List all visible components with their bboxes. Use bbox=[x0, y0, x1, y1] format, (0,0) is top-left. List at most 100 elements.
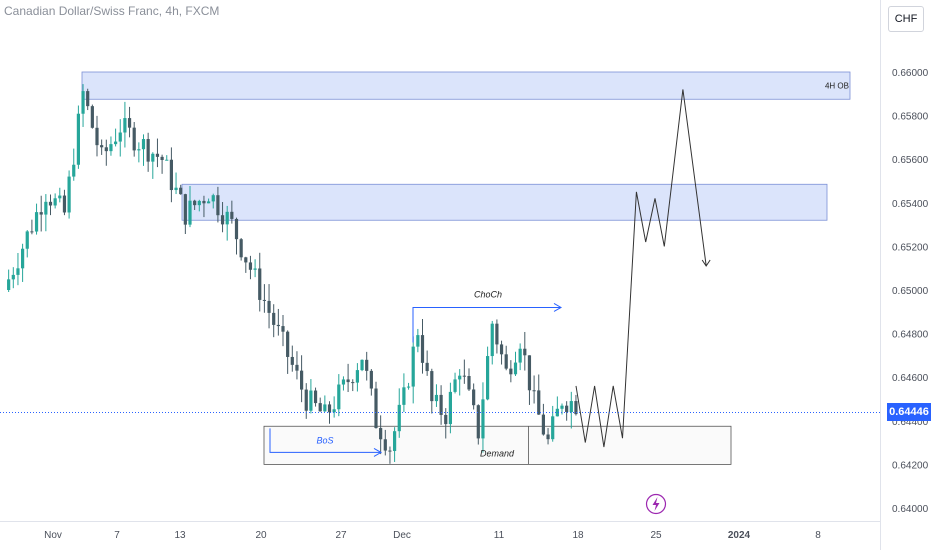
candle-body bbox=[323, 404, 327, 412]
candle-body bbox=[490, 323, 494, 357]
candle-body bbox=[439, 394, 443, 415]
candle-body bbox=[21, 248, 25, 269]
candle-body bbox=[574, 401, 578, 415]
candle-body bbox=[114, 141, 118, 145]
candle-body bbox=[290, 356, 294, 365]
y-tick-label: 0.65200 bbox=[892, 242, 929, 253]
candle-body bbox=[276, 324, 280, 327]
candle-body bbox=[30, 231, 34, 233]
candle-body bbox=[104, 147, 108, 152]
y-tick-label: 0.66000 bbox=[892, 68, 929, 79]
y-tick-label: 0.65400 bbox=[892, 199, 929, 210]
candle-body bbox=[504, 354, 508, 369]
candle-body bbox=[244, 257, 248, 263]
candle-body bbox=[379, 428, 383, 440]
candle-body bbox=[100, 145, 104, 148]
candle-body bbox=[230, 211, 234, 219]
candle-body bbox=[239, 239, 243, 258]
candle-body bbox=[193, 200, 197, 206]
candle-body bbox=[499, 344, 504, 355]
candle-body bbox=[253, 268, 257, 270]
candle-body bbox=[295, 364, 299, 371]
supply-demand-zone bbox=[81, 71, 851, 100]
candle-body bbox=[355, 370, 359, 383]
candle-body bbox=[211, 195, 215, 202]
candle-body bbox=[207, 201, 211, 204]
candle-body bbox=[16, 268, 20, 275]
event-icon[interactable] bbox=[645, 493, 667, 515]
candle-body bbox=[72, 164, 76, 177]
candle-body bbox=[234, 218, 239, 240]
candle-body bbox=[560, 405, 564, 409]
x-tick-label: Nov bbox=[44, 530, 62, 541]
candle-body bbox=[383, 439, 387, 451]
candle-body bbox=[220, 215, 225, 225]
candle-body bbox=[174, 187, 178, 191]
candle-body bbox=[467, 376, 471, 390]
candle-body bbox=[393, 431, 397, 452]
candle-body bbox=[183, 194, 187, 225]
candle-body bbox=[95, 127, 99, 146]
candle-body bbox=[337, 384, 341, 410]
candle-body bbox=[123, 118, 127, 133]
candle-body bbox=[551, 416, 555, 440]
y-tick-label: 0.65000 bbox=[892, 286, 929, 297]
candle-body bbox=[165, 159, 169, 161]
candle-body bbox=[39, 212, 43, 215]
candle-body bbox=[281, 326, 285, 332]
candle-body bbox=[25, 231, 29, 249]
candle-body bbox=[374, 388, 378, 429]
candle-body bbox=[267, 300, 271, 313]
candle-body bbox=[388, 450, 392, 452]
candle-body bbox=[7, 279, 11, 290]
candle-body bbox=[509, 368, 513, 375]
candle-body bbox=[62, 195, 67, 213]
x-tick-label: 13 bbox=[174, 530, 186, 541]
candle-body bbox=[555, 408, 559, 417]
candle-body bbox=[48, 201, 53, 206]
candle-body bbox=[332, 409, 336, 413]
candle-body bbox=[169, 159, 173, 191]
candle-body bbox=[286, 331, 290, 357]
y-tick-label: 0.65600 bbox=[892, 155, 929, 166]
ob-zone-label: 4H OB bbox=[825, 82, 849, 91]
chart-title: Canadian Dollar/Swiss Franc, 4h, FXCM bbox=[4, 4, 220, 18]
y-tick-label: 0.64400 bbox=[892, 417, 929, 428]
candle-body bbox=[67, 176, 71, 213]
y-tick-label: 0.64000 bbox=[892, 504, 929, 515]
candle-body bbox=[444, 414, 448, 425]
currency-button[interactable]: CHF bbox=[888, 6, 924, 32]
supply-demand-zone bbox=[181, 183, 828, 221]
candle-body bbox=[360, 359, 364, 371]
candle-body bbox=[146, 139, 150, 162]
candle-body bbox=[462, 375, 466, 377]
candle-body bbox=[155, 153, 160, 157]
candle-body bbox=[481, 399, 485, 439]
projection-path bbox=[575, 89, 707, 448]
candle-body bbox=[151, 153, 155, 162]
candle-body bbox=[202, 200, 206, 204]
candle-body bbox=[179, 187, 183, 195]
candle-body bbox=[346, 379, 350, 383]
candle-body bbox=[76, 113, 80, 165]
candle-body bbox=[53, 198, 57, 206]
candle-body bbox=[486, 356, 490, 400]
bos-label: BoS bbox=[316, 435, 333, 445]
candle-body bbox=[537, 390, 541, 415]
candle-body bbox=[411, 346, 415, 387]
candle-body bbox=[86, 91, 90, 107]
candle-body bbox=[434, 394, 439, 402]
candle-body bbox=[341, 379, 346, 385]
candle-body bbox=[402, 387, 406, 405]
candle-body bbox=[160, 156, 164, 161]
bos-arrow-icon bbox=[373, 447, 383, 457]
x-tick-label: 2024 bbox=[728, 530, 751, 541]
candle-body bbox=[262, 299, 266, 301]
candle-body bbox=[137, 149, 141, 151]
candle-body bbox=[34, 212, 39, 232]
candle-body bbox=[304, 389, 308, 411]
x-tick-label: 27 bbox=[335, 530, 347, 541]
bos-line bbox=[269, 428, 380, 453]
candle-body bbox=[225, 211, 229, 225]
